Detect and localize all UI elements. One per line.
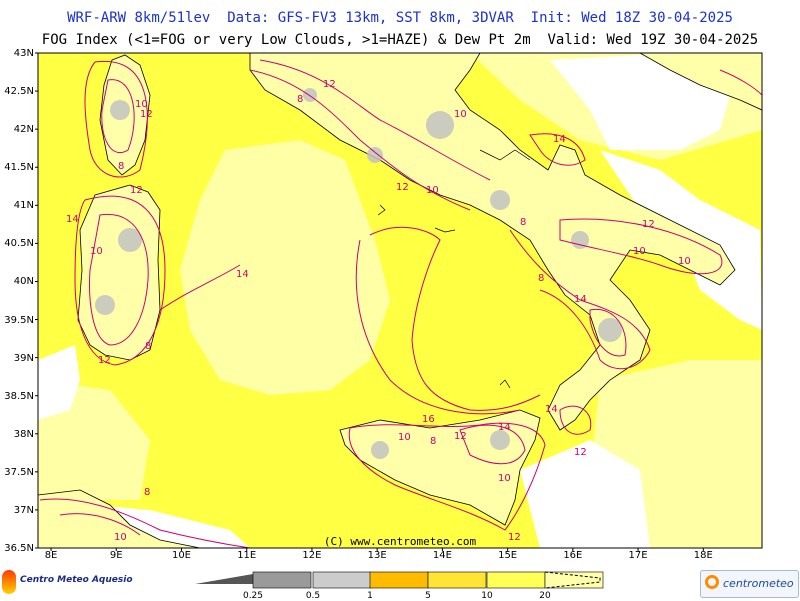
latitude-label: 40N — [13, 276, 34, 288]
longitude-label: 13E — [367, 550, 387, 561]
dew-point-contour-label: 12 — [98, 355, 111, 366]
latitude-label: 42.5N — [4, 86, 34, 98]
longitude-label: 8E — [44, 550, 58, 561]
latitude-label: 37N — [13, 504, 34, 516]
land-tunisia — [38, 489, 201, 548]
dew-point-contour-label: 14 — [545, 404, 558, 415]
centrometeo-logo: centrometeo — [700, 570, 799, 598]
longitude-label: 17E — [628, 550, 648, 561]
dew-point-contour-label: 12 — [454, 431, 467, 442]
latitude-label: 42N — [13, 124, 34, 136]
pale-patch-tyrrhenian — [180, 140, 390, 395]
legend-break-label: 10 — [481, 591, 493, 601]
dew-point-contour-label: 8 — [144, 487, 151, 498]
legend-color-segment — [486, 571, 546, 589]
logo-drop-icon — [2, 570, 16, 594]
dew-point-contour-label: 8 — [430, 436, 437, 447]
longitude-label: 18E — [693, 550, 713, 561]
dew-point-contour-label: 12 — [396, 182, 409, 193]
logo-right-text: centrometeo — [723, 577, 794, 590]
dew-point-contour-label: 8 — [520, 217, 527, 228]
dew-point-contour-label: 12 — [140, 109, 153, 120]
dew-point-contour-label: 14 — [498, 422, 511, 433]
logo-ring-icon — [705, 575, 719, 589]
legend-color-segment — [369, 571, 429, 589]
legend-lower-triangle — [195, 574, 253, 584]
title-line-2: FOG Index (<1=FOG or very Low Clouds, >1… — [41, 32, 759, 48]
title-line-1: WRF-ARW 8km/51lev Data: GFS-FV3 13km, SS… — [67, 10, 733, 26]
dew-point-contour-label: 10 — [398, 432, 411, 443]
latitude-label: 41N — [13, 200, 34, 212]
centro-meteo-aquesio-logo: Centro Meteo Aquesio — [2, 568, 162, 596]
legend-upper-open-end — [544, 571, 601, 589]
latitude-label: 38N — [13, 428, 34, 440]
legend-break-label: 5 — [425, 591, 431, 601]
land-sardinia — [77, 184, 161, 361]
white-patch-west — [38, 345, 80, 420]
dew-point-contour-label: 12 — [574, 447, 587, 458]
dew-point-contour-label: 12 — [130, 185, 143, 196]
dew-point-contour-label: 14 — [553, 134, 566, 145]
latitude-label: 40.5N — [4, 238, 34, 250]
legend-break-label: 0.5 — [305, 591, 321, 601]
dew-point-contour-label: 8 — [145, 341, 152, 352]
dew-point-contour-label: 14 — [66, 214, 79, 225]
legend-color-segment — [544, 571, 604, 589]
credit-text: (C) www.centrometeo.com — [323, 535, 477, 548]
longitude-label: 16E — [563, 550, 583, 561]
dew-point-contour-label: 8 — [538, 273, 545, 284]
map-frame — [37, 52, 763, 549]
longitude-label: 14E — [432, 550, 452, 561]
latitude-label: 41.5N — [4, 162, 34, 174]
latitude-label: 39N — [13, 352, 34, 364]
legend-break-label: 0.25 — [242, 591, 264, 601]
dew-point-contour-label: 10 — [498, 473, 511, 484]
land-balkans — [639, 53, 762, 111]
dew-point-contour-label: 16 — [422, 414, 435, 425]
dew-point-contour-label: 12 — [323, 79, 336, 90]
fog-index-legend — [195, 571, 604, 589]
legend-color-segment — [427, 571, 487, 589]
latitude-label: 38.5N — [4, 390, 34, 402]
longitude-label: 11E — [237, 550, 257, 561]
longitude-label: 10E — [171, 550, 191, 561]
longitude-label: 9E — [109, 550, 123, 561]
latitude-label: 43N — [13, 48, 34, 59]
legend-color-segment — [252, 571, 312, 589]
legend-break-label: 20 — [539, 591, 551, 601]
latitude-label: 37.5N — [4, 466, 34, 478]
land-sicily — [339, 409, 541, 526]
dew-point-contour-label: 8 — [118, 161, 125, 172]
dew-point-contour-label: 8 — [297, 94, 304, 105]
dew-point-contour-label: 14 — [236, 269, 249, 280]
dew-point-contour-label: 10 — [135, 99, 148, 110]
dew-point-contour-label: 10 — [114, 532, 127, 543]
legend-color-segment — [312, 571, 372, 589]
dew-point-contour-label: 14 — [574, 294, 587, 305]
dew-point-contour-label: 12 — [642, 219, 655, 230]
dew-point-contour-label: 10 — [454, 109, 467, 120]
logo-left-text: Centro Meteo Aquesio — [20, 575, 133, 585]
longitude-label: 15E — [498, 550, 518, 561]
latitude-label: 36.5N — [4, 543, 34, 554]
white-patch-northeast — [550, 55, 730, 150]
dew-point-contour-label: 10 — [90, 246, 103, 257]
dew-point-contour-label: 12 — [508, 532, 521, 543]
white-patch-south — [520, 440, 650, 548]
dew-point-contour-label: 10 — [678, 256, 691, 267]
legend-break-label: 1 — [367, 591, 373, 601]
longitude-label: 12E — [302, 550, 322, 561]
dew-point-contour-label: 10 — [633, 246, 646, 257]
dew-point-contour-label: 10 — [426, 185, 439, 196]
latitude-label: 39.5N — [4, 314, 34, 326]
